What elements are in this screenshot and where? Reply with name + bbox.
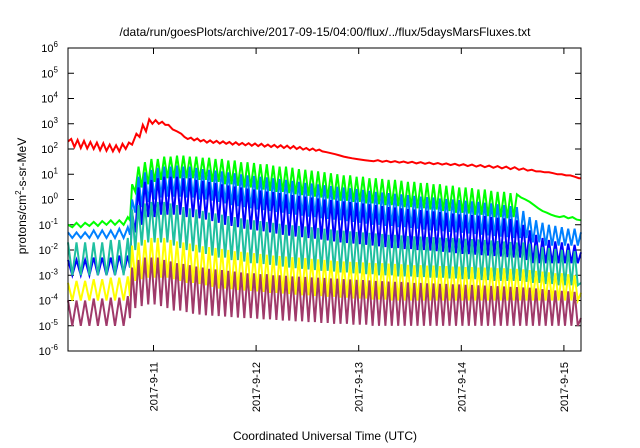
- y-tick-label: 103: [41, 116, 58, 131]
- series-line: [67, 201, 582, 288]
- y-tick-label: 10-5: [39, 318, 59, 333]
- y-tick-label: 104: [41, 91, 58, 106]
- y-tick-label: 100: [41, 192, 58, 207]
- x-axis: 2017-9-11 2017-9-12 2017-9-13 2017-9-14 2017…: [149, 48, 571, 412]
- chart-title: /data/run/goesPlots/archive/2017-09-15/0…: [120, 25, 532, 39]
- y-tick-label: 10-2: [39, 242, 59, 257]
- series-line: [67, 257, 582, 327]
- series-line: [67, 116, 581, 180]
- x-tick-label: 2017-9-13: [354, 362, 366, 412]
- x-tick-label: 2017-9-15: [559, 362, 571, 412]
- y-tick-label: 105: [41, 65, 58, 80]
- y-tick-label: 10-3: [39, 267, 59, 282]
- series-line: [67, 155, 582, 229]
- y-tick-label: 10-1: [39, 217, 59, 232]
- series-line: [67, 237, 582, 305]
- x-tick-label: 2017-9-14: [456, 362, 468, 412]
- plot-lines: [67, 116, 582, 327]
- y-axis: 10-6 10-5 10-4 10-3 10-2 10-1 100 101 102 103 104 1…: [39, 40, 581, 358]
- y-tick-label: 10-4: [39, 293, 59, 308]
- x-tick-label: 2017-9-11: [149, 362, 161, 411]
- series-line: [67, 176, 582, 280]
- y-axis-label: protons/cm2-s-sr-MeV: [14, 138, 29, 254]
- y-tick-label: 102: [41, 141, 58, 156]
- y-tick-label: 101: [41, 166, 58, 181]
- x-axis-label: Coordinated Universal Time (UTC): [233, 429, 417, 443]
- y-tick-label: 106: [41, 40, 58, 55]
- y-tick-label: 10-6: [39, 343, 59, 358]
- plot-frame: [67, 47, 582, 352]
- x-tick-label: 2017-9-12: [251, 362, 263, 412]
- series-line: [67, 165, 582, 246]
